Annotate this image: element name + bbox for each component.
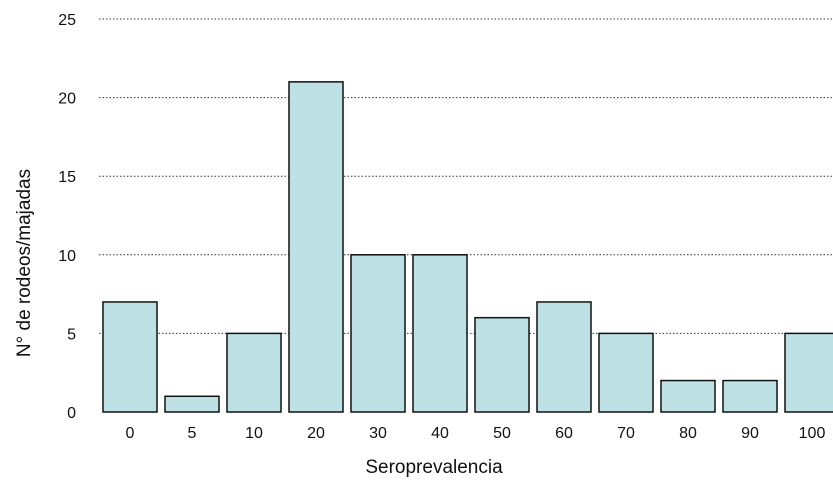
bar-70 bbox=[598, 332, 654, 413]
bar-5 bbox=[164, 395, 220, 413]
x-tick-label: 80 bbox=[679, 425, 697, 442]
bar-30 bbox=[350, 254, 406, 413]
y-tick-label: 5 bbox=[67, 326, 76, 343]
y-tick-label: 0 bbox=[67, 405, 76, 422]
bars bbox=[102, 81, 833, 413]
x-tick-label: 50 bbox=[493, 425, 511, 442]
x-tick-label: 5 bbox=[188, 425, 197, 442]
x-tick-label: 30 bbox=[369, 425, 387, 442]
x-tick-label: 100 bbox=[799, 425, 826, 442]
y-tick-label: 15 bbox=[58, 169, 76, 186]
x-tick-label: 0 bbox=[126, 425, 135, 442]
x-tick-label: 70 bbox=[617, 425, 635, 442]
y-tick-label: 25 bbox=[58, 12, 76, 29]
bar-50 bbox=[474, 316, 530, 413]
y-tick-label: 10 bbox=[58, 248, 76, 265]
x-tick-labels: 0 5 10 20 30 40 50 60 70 80 90 100 bbox=[126, 425, 826, 442]
y-tick-label: 20 bbox=[58, 91, 76, 108]
x-tick-label: 90 bbox=[741, 425, 759, 442]
bar-20 bbox=[288, 81, 344, 413]
bar-80 bbox=[660, 379, 716, 413]
bar-90 bbox=[722, 379, 778, 413]
bar-40 bbox=[412, 254, 468, 413]
x-tick-label: 20 bbox=[307, 425, 325, 442]
x-axis-title: Seroprevalencia bbox=[365, 457, 503, 478]
bar-100 bbox=[784, 332, 833, 413]
x-tick-label: 10 bbox=[245, 425, 263, 442]
bar-10 bbox=[226, 332, 282, 413]
y-axis-title: N° de rodeos/majadas bbox=[14, 169, 35, 357]
bar-60 bbox=[536, 301, 592, 413]
x-tick-label: 40 bbox=[431, 425, 449, 442]
bar-0 bbox=[102, 301, 158, 413]
x-tick-label: 60 bbox=[555, 425, 573, 442]
y-tick-labels: 0 5 10 15 20 25 bbox=[58, 12, 76, 422]
